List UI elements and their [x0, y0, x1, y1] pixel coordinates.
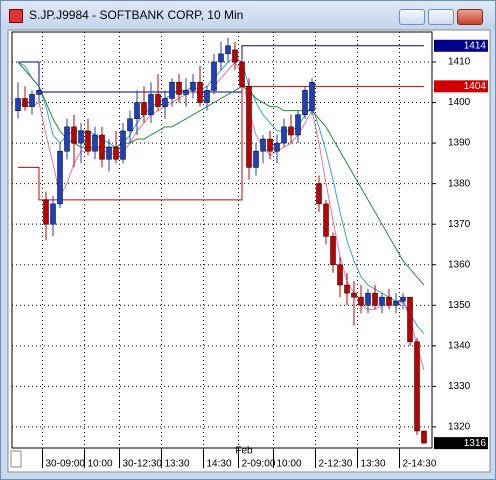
candle-body	[50, 203, 56, 225]
price-tag-label: 1404	[464, 81, 487, 92]
candle-body	[169, 82, 175, 99]
candle-body	[309, 82, 315, 111]
level-line	[18, 85, 424, 201]
candle-body	[36, 90, 42, 95]
y-tick-label: 1320	[448, 422, 471, 433]
candle-body	[351, 292, 357, 298]
y-tick-label: 1360	[448, 259, 471, 270]
x-tick-label: 2-14:30	[403, 459, 437, 470]
x-tick-label: 10:00	[277, 459, 302, 470]
scroll-box	[10, 450, 22, 468]
candle-body	[393, 300, 399, 306]
candle-body	[120, 130, 126, 160]
candle-body	[99, 134, 105, 160]
candle-body	[330, 236, 336, 265]
price-tag	[434, 80, 488, 93]
candle-body	[274, 142, 280, 152]
x-tick-label: 14:30	[207, 459, 232, 470]
candle-body	[232, 49, 238, 63]
candle-body	[253, 150, 259, 168]
price-tag-label: 1316	[464, 438, 487, 449]
candle-body	[414, 341, 420, 432]
x-tick-label: 2-12:30	[319, 459, 353, 470]
candle-body	[295, 114, 301, 136]
price-tag	[434, 39, 488, 52]
app-icon	[9, 9, 23, 23]
candle-body	[323, 203, 329, 237]
candle-body	[302, 90, 308, 115]
candle-body	[190, 82, 196, 91]
level-line	[18, 45, 424, 93]
candle-body	[344, 284, 350, 294]
candle-body	[85, 130, 91, 152]
candle-body	[365, 292, 371, 306]
candle-body	[288, 126, 294, 136]
candle-body	[407, 296, 413, 343]
y-tick-label: 1340	[448, 340, 471, 351]
candle-body	[386, 296, 392, 306]
x-tick-label: 2-09:00	[242, 459, 276, 470]
candle-body	[379, 296, 385, 306]
candle-body	[183, 90, 189, 95]
x-tick-label: 13:30	[361, 459, 386, 470]
candle-body	[22, 98, 28, 107]
candle-body	[155, 94, 161, 107]
candle-body	[372, 292, 378, 306]
candle-body	[71, 126, 77, 144]
candle-body	[246, 86, 252, 168]
candle-body	[127, 118, 133, 132]
close-button[interactable]	[457, 9, 483, 25]
y-tick-label: 1390	[448, 138, 471, 149]
candle-body	[239, 61, 245, 87]
candle-body	[141, 102, 147, 115]
candle-body	[218, 53, 224, 63]
candle-body	[43, 199, 49, 225]
candle-body	[29, 94, 35, 107]
candle-body	[337, 264, 343, 286]
candle-body	[134, 102, 140, 120]
price-tag-label: 1414	[464, 40, 487, 51]
candle-body	[211, 61, 217, 91]
candle-body	[267, 138, 273, 152]
y-tick-label: 1380	[448, 178, 471, 189]
y-tick-label: 1330	[448, 381, 471, 392]
candle-body	[148, 94, 154, 115]
y-tick-label: 1370	[448, 219, 471, 230]
plot-area	[11, 31, 433, 449]
candle-body	[225, 45, 231, 55]
x-tick-label: 30-09:00	[46, 459, 86, 470]
maximize-button[interactable]	[428, 9, 454, 25]
candle-body	[106, 146, 112, 160]
candle-body	[260, 138, 266, 152]
x-tick-label: 13:30	[165, 459, 190, 470]
x-tick-label: 30-12:30	[123, 459, 163, 470]
candle-body	[316, 183, 322, 205]
candle-body	[162, 98, 168, 107]
y-tick-label: 1350	[448, 300, 471, 311]
candle-body	[92, 134, 98, 152]
candle-body	[204, 90, 210, 103]
candle-body	[421, 430, 427, 444]
candle-body	[113, 146, 119, 160]
candle-body	[197, 82, 203, 103]
candle-body	[358, 296, 364, 306]
candle-body	[281, 126, 287, 144]
annotation: Feb	[235, 446, 253, 457]
title-bar: S.JP.J9984 - SOFTBANK CORP, 10 Min	[1, 1, 495, 29]
candle-body	[400, 296, 406, 302]
price-tag	[434, 437, 488, 450]
y-tick-label: 1410	[448, 57, 471, 68]
window-title: S.JP.J9984 - SOFTBANK CORP, 10 Min	[29, 8, 244, 22]
candle-body	[57, 150, 63, 205]
candle-body	[176, 82, 182, 95]
x-tick-label: 10:00	[88, 459, 113, 470]
candle-body	[15, 98, 21, 111]
candle-body	[64, 126, 70, 152]
candle-body	[78, 130, 84, 144]
minimize-button[interactable]	[399, 9, 425, 25]
y-tick-label: 1400	[448, 97, 471, 108]
